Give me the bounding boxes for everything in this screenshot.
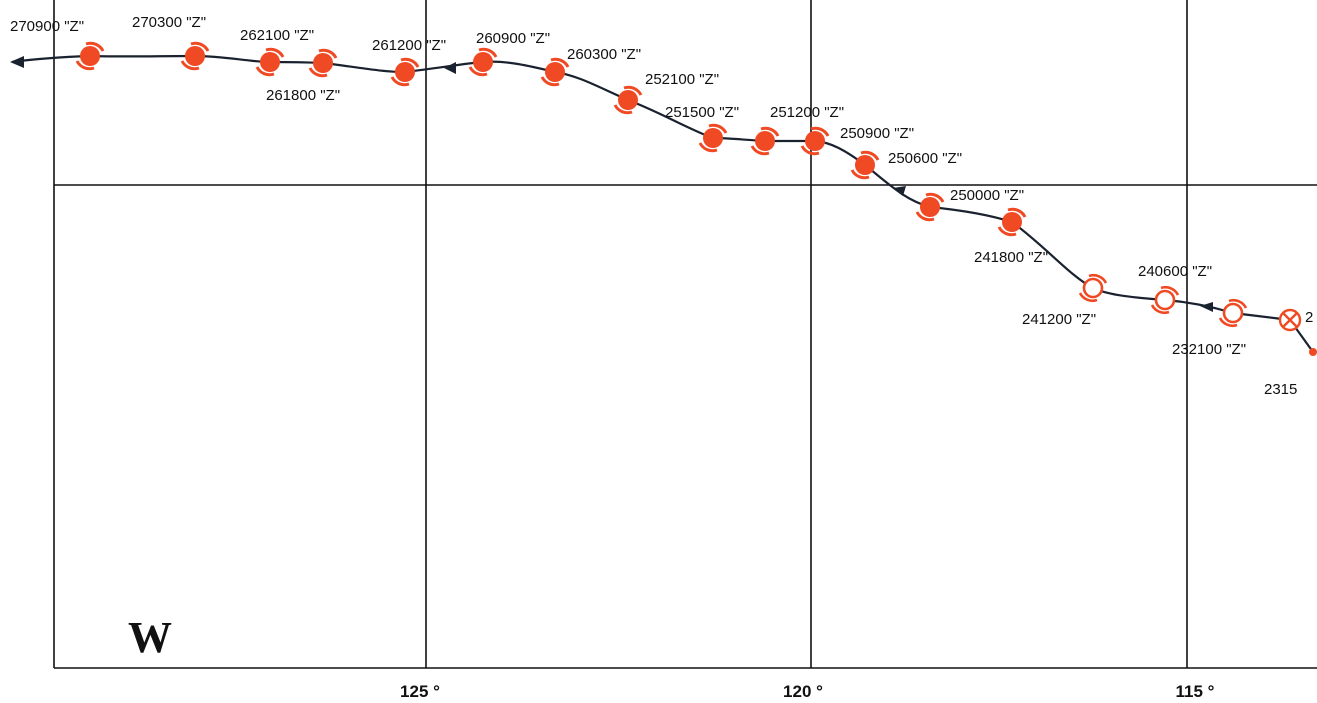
hurricane-symbol-icon [750,126,780,156]
position-label: 241800 "Z" [974,249,1048,266]
track-direction-arrow [10,56,24,68]
position-label: 262100 "Z" [240,27,314,44]
tick-label-120: 120 ° [783,682,823,701]
corner-letter: W [128,613,172,662]
position-label: 2315 [1264,381,1297,398]
storm-track-line [11,54,1314,353]
hurricane-symbol-icon [540,57,570,87]
position-label: 260300 "Z" [567,46,641,63]
position-label: 240600 "Z" [1138,263,1212,280]
track-direction-arrow [1200,302,1213,312]
hurricane-symbol-icon [390,57,420,87]
hurricane-symbol-icon [698,123,728,153]
position-label: 270900 "Z" [10,18,84,35]
storm-symbol-icon [1218,299,1248,327]
hurricane-symbol-icon [613,85,643,115]
position-label: 2 [1305,309,1313,326]
position-label: 250900 "Z" [840,125,914,142]
position-label: 261200 "Z" [372,37,446,54]
hurricane-symbol-icon [308,48,338,78]
start-symbol-icon [1309,348,1317,356]
hurricane-symbol-icon [997,207,1027,237]
position-label: 250000 "Z" [950,187,1024,204]
hurricane-symbol-icon [915,192,945,222]
storm-symbol-icon [1078,274,1108,302]
position-label: 252100 "Z" [645,71,719,88]
tick-label-125: 125 ° [400,682,440,701]
position-label: 261800 "Z" [266,87,340,104]
position-label: 251500 "Z" [665,104,739,121]
hurricane-symbol-icon [255,47,285,77]
hurricane-symbol-icon [850,150,880,180]
map-grid [53,0,1317,669]
storm-symbol-icon [1150,286,1180,314]
position-label: 241200 "Z" [1022,311,1096,328]
position-label: 270300 "Z" [132,14,206,31]
hurricane-symbol-icon [800,126,830,156]
position-label: 232100 "Z" [1172,341,1246,358]
storm-position-markers [75,41,1317,356]
track-direction-arrow [893,186,906,196]
position-label: 250600 "Z" [888,150,962,167]
hurricane-symbol-icon [180,41,210,71]
position-label: 251200 "Z" [770,104,844,121]
position-label: 260900 "Z" [476,30,550,47]
depression-symbol-icon [1278,308,1302,332]
hurricane-symbol-icon [468,47,498,77]
position-labels: 270900 "Z" 270300 "Z" 262100 "Z" 261800 … [10,14,1313,398]
track-direction-arrow [444,62,456,74]
hurricane-symbol-icon [75,41,105,71]
tick-label-115: 115 ° [1176,682,1215,701]
